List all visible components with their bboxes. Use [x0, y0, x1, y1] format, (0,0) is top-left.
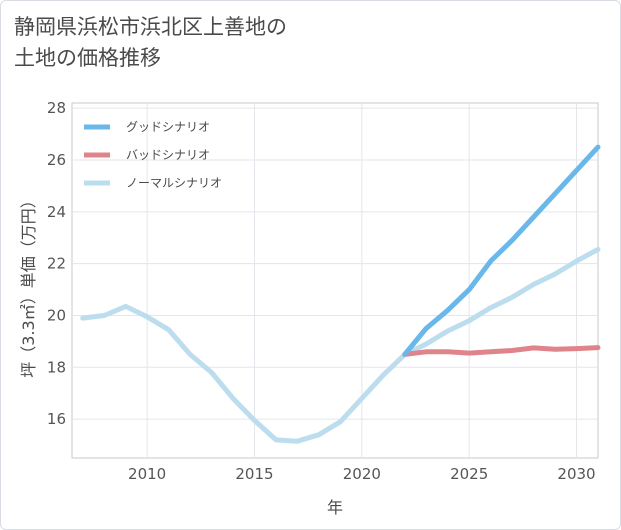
series-line-2 — [402, 345, 601, 357]
title-line-2: 土地の価格推移 — [14, 46, 161, 70]
y-tick-label: 20 — [47, 306, 66, 324]
series-lines — [80, 144, 601, 444]
series-line-3 — [80, 246, 601, 444]
legend-item-1: グッドシナリオ — [84, 120, 210, 134]
legend-label: グッドシナリオ — [126, 120, 210, 134]
x-tick-label: 2020 — [343, 465, 381, 483]
y-tick-label: 16 — [47, 410, 66, 428]
legend-label: ノーマルシナリオ — [126, 176, 222, 190]
plot-area — [71, 102, 599, 459]
page-title: 静岡県浜松市浜北区上善地の 土地の価格推移 — [14, 12, 287, 74]
y-tick-label: 22 — [47, 255, 66, 273]
title-line-1: 静岡県浜松市浜北区上善地の — [14, 15, 287, 39]
series-line-1 — [402, 144, 601, 357]
y-tick-labels: 16 18 20 22 24 26 28 — [47, 99, 66, 428]
y-tick-label: 28 — [47, 99, 66, 117]
legend-item-2: バッドシナリオ — [84, 148, 210, 162]
y-tick-label: 24 — [47, 203, 66, 221]
y-tick-label: 26 — [47, 151, 66, 169]
x-axis-label: 年 — [327, 498, 343, 517]
x-tick-label: 2030 — [557, 465, 595, 483]
y-axis-label: 坪（3.3㎡）単価（万円） — [19, 192, 38, 377]
x-tick-labels: 2010 2015 2020 2025 2030 — [128, 465, 596, 483]
x-tick-label: 2010 — [128, 465, 166, 483]
legend-label: バッドシナリオ — [126, 148, 210, 162]
legend-item-3: ノーマルシナリオ — [84, 176, 222, 190]
x-tick-label: 2015 — [235, 465, 273, 483]
y-tick-label: 18 — [47, 358, 66, 376]
x-tick-label: 2025 — [450, 465, 488, 483]
